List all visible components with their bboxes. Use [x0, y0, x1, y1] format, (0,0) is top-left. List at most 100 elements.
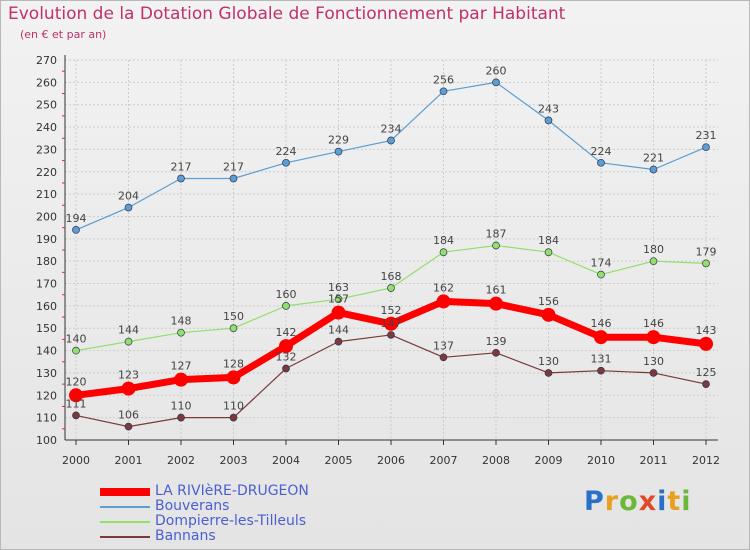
logo-letter: P — [584, 486, 605, 517]
data-point — [229, 324, 238, 333]
x-tick-label: 2005 — [325, 454, 353, 467]
data-point — [229, 413, 238, 422]
data-label: 152 — [381, 304, 402, 317]
data-point — [124, 337, 133, 346]
data-label: 160 — [276, 288, 297, 301]
data-label: 221 — [643, 152, 664, 165]
data-label: 163 — [328, 281, 349, 294]
y-tick-label: 160 — [36, 300, 57, 313]
data-point — [121, 381, 136, 396]
data-point — [331, 305, 346, 320]
data-point — [177, 328, 185, 337]
data-point — [489, 296, 503, 311]
legend-label: Bouverans — [155, 498, 230, 514]
data-point — [544, 248, 553, 257]
x-tick-label: 2000 — [62, 454, 90, 467]
data-label: 224 — [591, 145, 612, 158]
legend-swatch — [100, 536, 150, 538]
data-point — [544, 116, 553, 125]
y-tick-label: 250 — [36, 99, 57, 112]
x-tick-label: 2008 — [482, 454, 510, 467]
logo-letter: i — [657, 486, 668, 517]
legend-swatch — [100, 506, 150, 508]
data-label: 139 — [486, 335, 507, 348]
data-label: 161 — [486, 284, 507, 297]
data-label: 106 — [118, 409, 139, 422]
data-label: 144 — [118, 324, 139, 337]
data-point — [69, 388, 83, 403]
y-tick-label: 120 — [36, 389, 57, 402]
data-point — [544, 369, 553, 377]
chart-subtitle: (en € et par an) — [20, 28, 107, 41]
data-point — [282, 364, 290, 373]
data-label: 146 — [591, 317, 612, 330]
data-point — [177, 413, 185, 422]
y-tick-label: 270 — [36, 54, 57, 67]
y-tick-label: 200 — [36, 210, 57, 223]
data-label: 168 — [381, 270, 402, 283]
data-label: 140 — [66, 333, 87, 346]
data-point — [334, 337, 343, 346]
data-label: 256 — [433, 73, 454, 86]
data-label: 162 — [433, 281, 454, 294]
y-tick-label: 240 — [36, 121, 57, 134]
data-point — [646, 330, 661, 345]
data-label: 224 — [276, 145, 297, 158]
data-label: 217 — [223, 160, 244, 173]
data-point — [282, 302, 290, 310]
data-label: 243 — [538, 102, 559, 115]
y-tick-label: 140 — [36, 345, 57, 358]
data-point — [334, 295, 343, 304]
data-point — [334, 147, 343, 156]
data-point — [124, 203, 133, 212]
y-tick-label: 260 — [36, 76, 57, 89]
x-tick-label: 2010 — [587, 454, 615, 467]
logo-letter: x — [638, 486, 658, 517]
x-tick-label: 2002 — [167, 454, 195, 467]
x-tick-label: 2012 — [692, 454, 720, 467]
data-label: 131 — [591, 353, 612, 366]
legend-swatch — [100, 488, 150, 496]
y-tick-label: 220 — [36, 166, 57, 179]
data-label: 184 — [538, 234, 559, 247]
data-labels: 194 204 217 217 224 229 234 256 260 243 224 221 231 1… — [66, 64, 717, 421]
chart-title: Evolution de la Dotation Globale de Fonc… — [8, 4, 566, 24]
x-tick-label: 2011 — [640, 454, 668, 467]
data-label: 217 — [171, 160, 192, 173]
data-point — [177, 174, 185, 183]
data-point — [229, 174, 238, 183]
data-label: 194 — [66, 212, 87, 225]
data-label: 130 — [643, 355, 664, 368]
data-point — [387, 136, 395, 145]
data-label: 260 — [486, 64, 507, 77]
x-tick-label: 2009 — [535, 454, 563, 467]
legend-label: Dompierre-les-Tilleuls — [155, 513, 307, 529]
data-label: 146 — [643, 317, 664, 330]
x-tick-label: 2004 — [272, 454, 300, 467]
data-label: 180 — [643, 243, 664, 256]
data-label: 127 — [171, 360, 192, 373]
y-tick-label: 190 — [36, 233, 57, 246]
y-tick-label: 130 — [36, 367, 57, 380]
data-point — [387, 331, 395, 339]
data-point — [226, 370, 241, 385]
data-point — [436, 294, 451, 309]
y-tick-label: 210 — [36, 188, 57, 201]
y-tick-label: 170 — [36, 278, 57, 291]
data-point — [597, 366, 605, 375]
data-point — [597, 158, 605, 167]
data-point — [597, 270, 605, 279]
data-label: 234 — [381, 122, 402, 135]
y-tick-label: 150 — [36, 322, 57, 335]
data-point — [649, 165, 658, 174]
data-label: 110 — [171, 400, 192, 413]
data-label: 137 — [433, 339, 454, 352]
data-label: 231 — [696, 129, 717, 142]
data-label: 142 — [276, 326, 297, 339]
data-label: 120 — [66, 375, 87, 388]
data-label: 157 — [328, 293, 349, 306]
data-point — [282, 158, 290, 167]
y-tick-label: 230 — [36, 143, 57, 156]
legend-label: LA RIVIèRE-DRUGEON — [155, 483, 309, 499]
